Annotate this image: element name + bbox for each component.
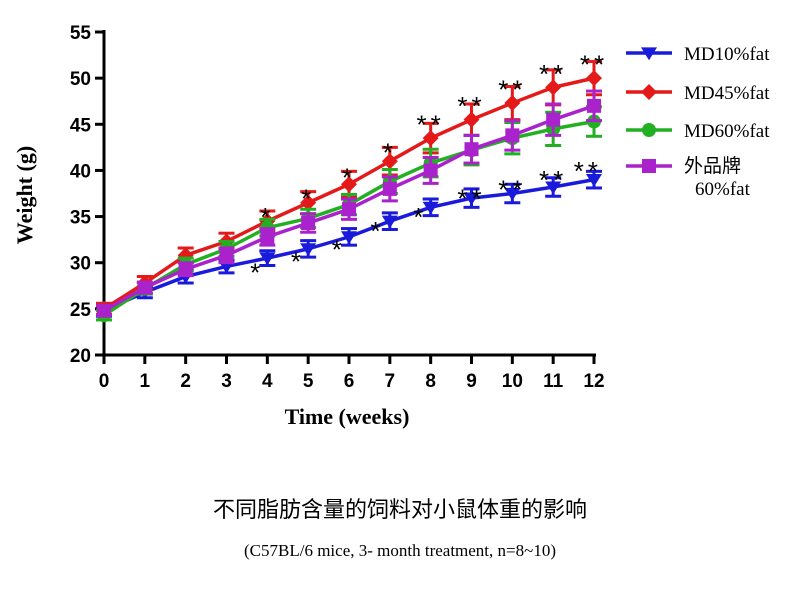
x-tick-label: 5: [303, 371, 314, 392]
data-point: [545, 181, 562, 195]
significance-mark: *: [413, 202, 427, 232]
series-3: [96, 89, 602, 318]
data-point: [300, 194, 317, 211]
data-point: [586, 70, 602, 87]
significance-mark: **: [417, 110, 445, 140]
legend-label: MD45%fat: [684, 83, 770, 104]
data-point: [382, 181, 397, 196]
significance-mark: *: [332, 234, 346, 264]
legend-item-1: MD45%fat: [626, 83, 770, 104]
significance-mark: **: [574, 156, 602, 186]
data-point: [97, 303, 111, 318]
data-point: [260, 229, 275, 244]
significance-mark: *: [383, 137, 397, 167]
x-tick-label: 9: [466, 371, 477, 392]
x-tick-label: 10: [502, 371, 523, 392]
y-tick-label: 35: [70, 208, 92, 229]
data-point: [586, 174, 602, 187]
significance-mark: *: [260, 202, 274, 232]
legend-marker: [641, 47, 657, 61]
y-tick-label: 30: [70, 254, 91, 275]
figure-title: 不同脂肪含量的饲料对小鼠体重的影响: [212, 498, 587, 523]
significance-mark: **: [457, 184, 485, 214]
y-tick-label: 50: [70, 69, 91, 90]
legend-label-line1: 外品牌: [684, 155, 741, 177]
x-tick-label: 3: [221, 371, 232, 392]
data-point: [342, 202, 356, 217]
x-axis-label: Time (weeks): [285, 404, 410, 429]
significance-mark: *: [291, 246, 305, 276]
legend-marker: [642, 123, 656, 137]
significance-mark: *: [250, 257, 264, 287]
significance-mark: *: [301, 184, 315, 214]
series-layer: [96, 60, 602, 323]
x-tick-label: 2: [180, 371, 191, 392]
data-point: [341, 176, 357, 193]
y-tick-label: 55: [70, 23, 92, 44]
x-tick-label: 12: [583, 371, 604, 392]
legend-marker: [641, 84, 657, 100]
data-point: [422, 201, 439, 215]
data-point: [178, 262, 193, 277]
data-point: [381, 153, 398, 170]
data-point: [137, 280, 152, 295]
x-tick-label: 11: [543, 371, 564, 392]
annotation-layer: ************ *** * ** *** ** ** **: [250, 50, 608, 288]
legend-item-2: MD60%fat: [626, 121, 770, 142]
data-point: [546, 112, 561, 127]
legend-label: MD60%fat: [684, 121, 770, 142]
data-point: [505, 128, 520, 143]
data-point: [300, 243, 317, 257]
significance-mark: **: [457, 91, 485, 121]
data-point: [504, 187, 521, 201]
legend-label-line2: 60%fat: [695, 179, 751, 200]
data-point: [463, 111, 480, 128]
significance-mark: *: [371, 216, 385, 246]
y-tick-label: 45: [70, 115, 92, 136]
y-tick-label: 40: [70, 161, 91, 182]
x-tick-label: 4: [262, 371, 273, 392]
significance-mark: *: [342, 162, 356, 192]
data-point: [219, 248, 234, 263]
figure-subtitle: (C57BL/6 mice, 3- month treatment, n=8~1…: [244, 541, 556, 560]
significance-mark: **: [539, 59, 567, 89]
significance-mark: **: [539, 165, 567, 195]
data-point: [381, 215, 398, 229]
data-point: [464, 142, 479, 157]
data-point: [545, 79, 562, 96]
significance-mark: **: [498, 174, 526, 204]
x-tick-label: 8: [425, 371, 436, 392]
significance-mark: **: [580, 50, 608, 80]
legend-marker: [642, 159, 656, 173]
data-point: [504, 95, 521, 112]
data-point: [422, 130, 439, 147]
data-point: [423, 163, 438, 178]
data-point: [341, 231, 357, 245]
x-tick-label: 0: [99, 371, 110, 392]
y-tick-label: 25: [70, 300, 92, 321]
y-axis-label: Weight (g): [12, 146, 37, 244]
x-tick-label: 1: [140, 371, 151, 392]
data-point: [463, 192, 480, 206]
significance-mark: **: [498, 75, 526, 105]
legend-item-0: MD10%fat: [626, 44, 770, 65]
x-tick-label: 6: [344, 371, 355, 392]
data-point: [259, 252, 276, 266]
y-tick-label: 20: [70, 346, 91, 367]
data-point: [587, 98, 601, 113]
x-tick-label: 7: [385, 371, 396, 392]
legend-label: MD10%fat: [684, 44, 770, 65]
data-point: [301, 216, 316, 231]
